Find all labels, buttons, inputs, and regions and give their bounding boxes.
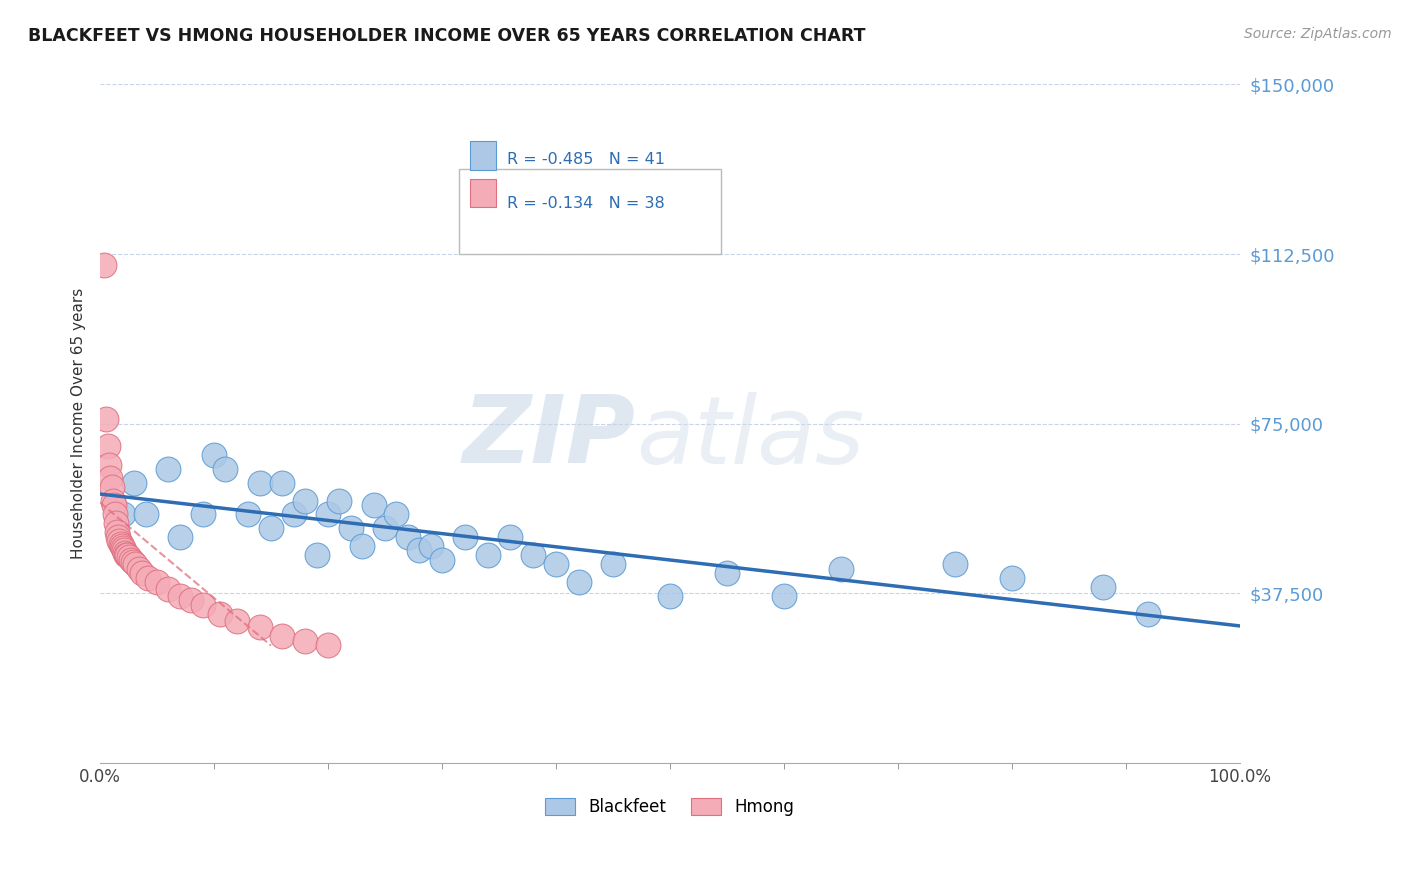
Point	[105, 525, 128, 540]
Point	[169, 589, 191, 603]
Text: BLACKFEET VS HMONG HOUSEHOLDER INCOME OVER 65 YEARS CORRELATION CHART: BLACKFEET VS HMONG HOUSEHOLDER INCOME OV…	[28, 27, 866, 45]
Point	[1001, 571, 1024, 585]
Point	[658, 589, 681, 603]
Point	[117, 550, 139, 565]
Point	[238, 508, 260, 522]
Point	[249, 475, 271, 490]
Point	[112, 543, 135, 558]
Point	[772, 589, 794, 603]
Point	[136, 571, 159, 585]
Point	[225, 614, 247, 628]
Point	[111, 541, 134, 556]
Point	[107, 530, 129, 544]
Point	[328, 493, 350, 508]
Legend: Blackfeet, Hmong: Blackfeet, Hmong	[538, 791, 801, 822]
Point	[191, 598, 214, 612]
Point	[271, 475, 294, 490]
Point	[94, 412, 117, 426]
Point	[93, 259, 115, 273]
Point	[111, 508, 134, 522]
Point	[283, 508, 305, 522]
Point	[544, 557, 567, 571]
Point	[146, 575, 169, 590]
Point	[169, 530, 191, 544]
Point	[108, 534, 131, 549]
Point	[120, 552, 142, 566]
Point	[568, 575, 591, 590]
Y-axis label: Householder Income Over 65 years: Householder Income Over 65 years	[72, 288, 86, 559]
Point	[124, 475, 146, 490]
Point	[305, 548, 328, 562]
Point	[316, 508, 339, 522]
Point	[104, 508, 127, 522]
Point	[830, 561, 852, 575]
Point	[105, 516, 128, 531]
Point	[97, 439, 120, 453]
Point	[128, 561, 150, 575]
Point	[499, 530, 522, 544]
Point	[208, 607, 231, 621]
Point	[408, 543, 430, 558]
Point	[101, 493, 124, 508]
Point	[117, 548, 139, 562]
Point	[103, 498, 125, 512]
Point	[131, 566, 153, 580]
Point	[294, 634, 316, 648]
Point	[716, 566, 738, 580]
Point	[191, 508, 214, 522]
Point	[135, 508, 157, 522]
Text: atlas: atlas	[636, 392, 863, 483]
Text: R = -0.485   N = 41: R = -0.485 N = 41	[508, 152, 665, 167]
FancyBboxPatch shape	[471, 178, 495, 207]
Point	[98, 458, 121, 472]
Point	[430, 552, 453, 566]
Point	[316, 639, 339, 653]
Point	[363, 498, 385, 512]
Point	[454, 530, 477, 544]
Point	[374, 521, 396, 535]
Point	[202, 449, 225, 463]
Point	[110, 537, 132, 551]
Point	[271, 629, 294, 643]
FancyBboxPatch shape	[471, 142, 495, 170]
Point	[122, 555, 145, 569]
Text: R = -0.134   N = 38: R = -0.134 N = 38	[508, 195, 665, 211]
Point	[115, 548, 138, 562]
Point	[396, 530, 419, 544]
Point	[124, 557, 146, 571]
Point	[249, 620, 271, 634]
Point	[1091, 580, 1114, 594]
Point	[419, 539, 441, 553]
Point	[352, 539, 374, 553]
Point	[157, 582, 180, 596]
Point	[385, 508, 408, 522]
Point	[214, 462, 236, 476]
Point	[340, 521, 363, 535]
Point	[100, 471, 122, 485]
Point	[157, 462, 180, 476]
Point	[522, 548, 544, 562]
Text: ZIP: ZIP	[463, 392, 636, 483]
Point	[180, 593, 202, 607]
Point	[114, 546, 136, 560]
FancyBboxPatch shape	[458, 169, 721, 254]
Point	[1137, 607, 1160, 621]
Point	[294, 493, 316, 508]
Point	[111, 539, 134, 553]
Text: Source: ZipAtlas.com: Source: ZipAtlas.com	[1244, 27, 1392, 41]
Point	[602, 557, 624, 571]
Point	[943, 557, 966, 571]
Point	[260, 521, 283, 535]
Point	[477, 548, 499, 562]
Point	[100, 480, 122, 494]
